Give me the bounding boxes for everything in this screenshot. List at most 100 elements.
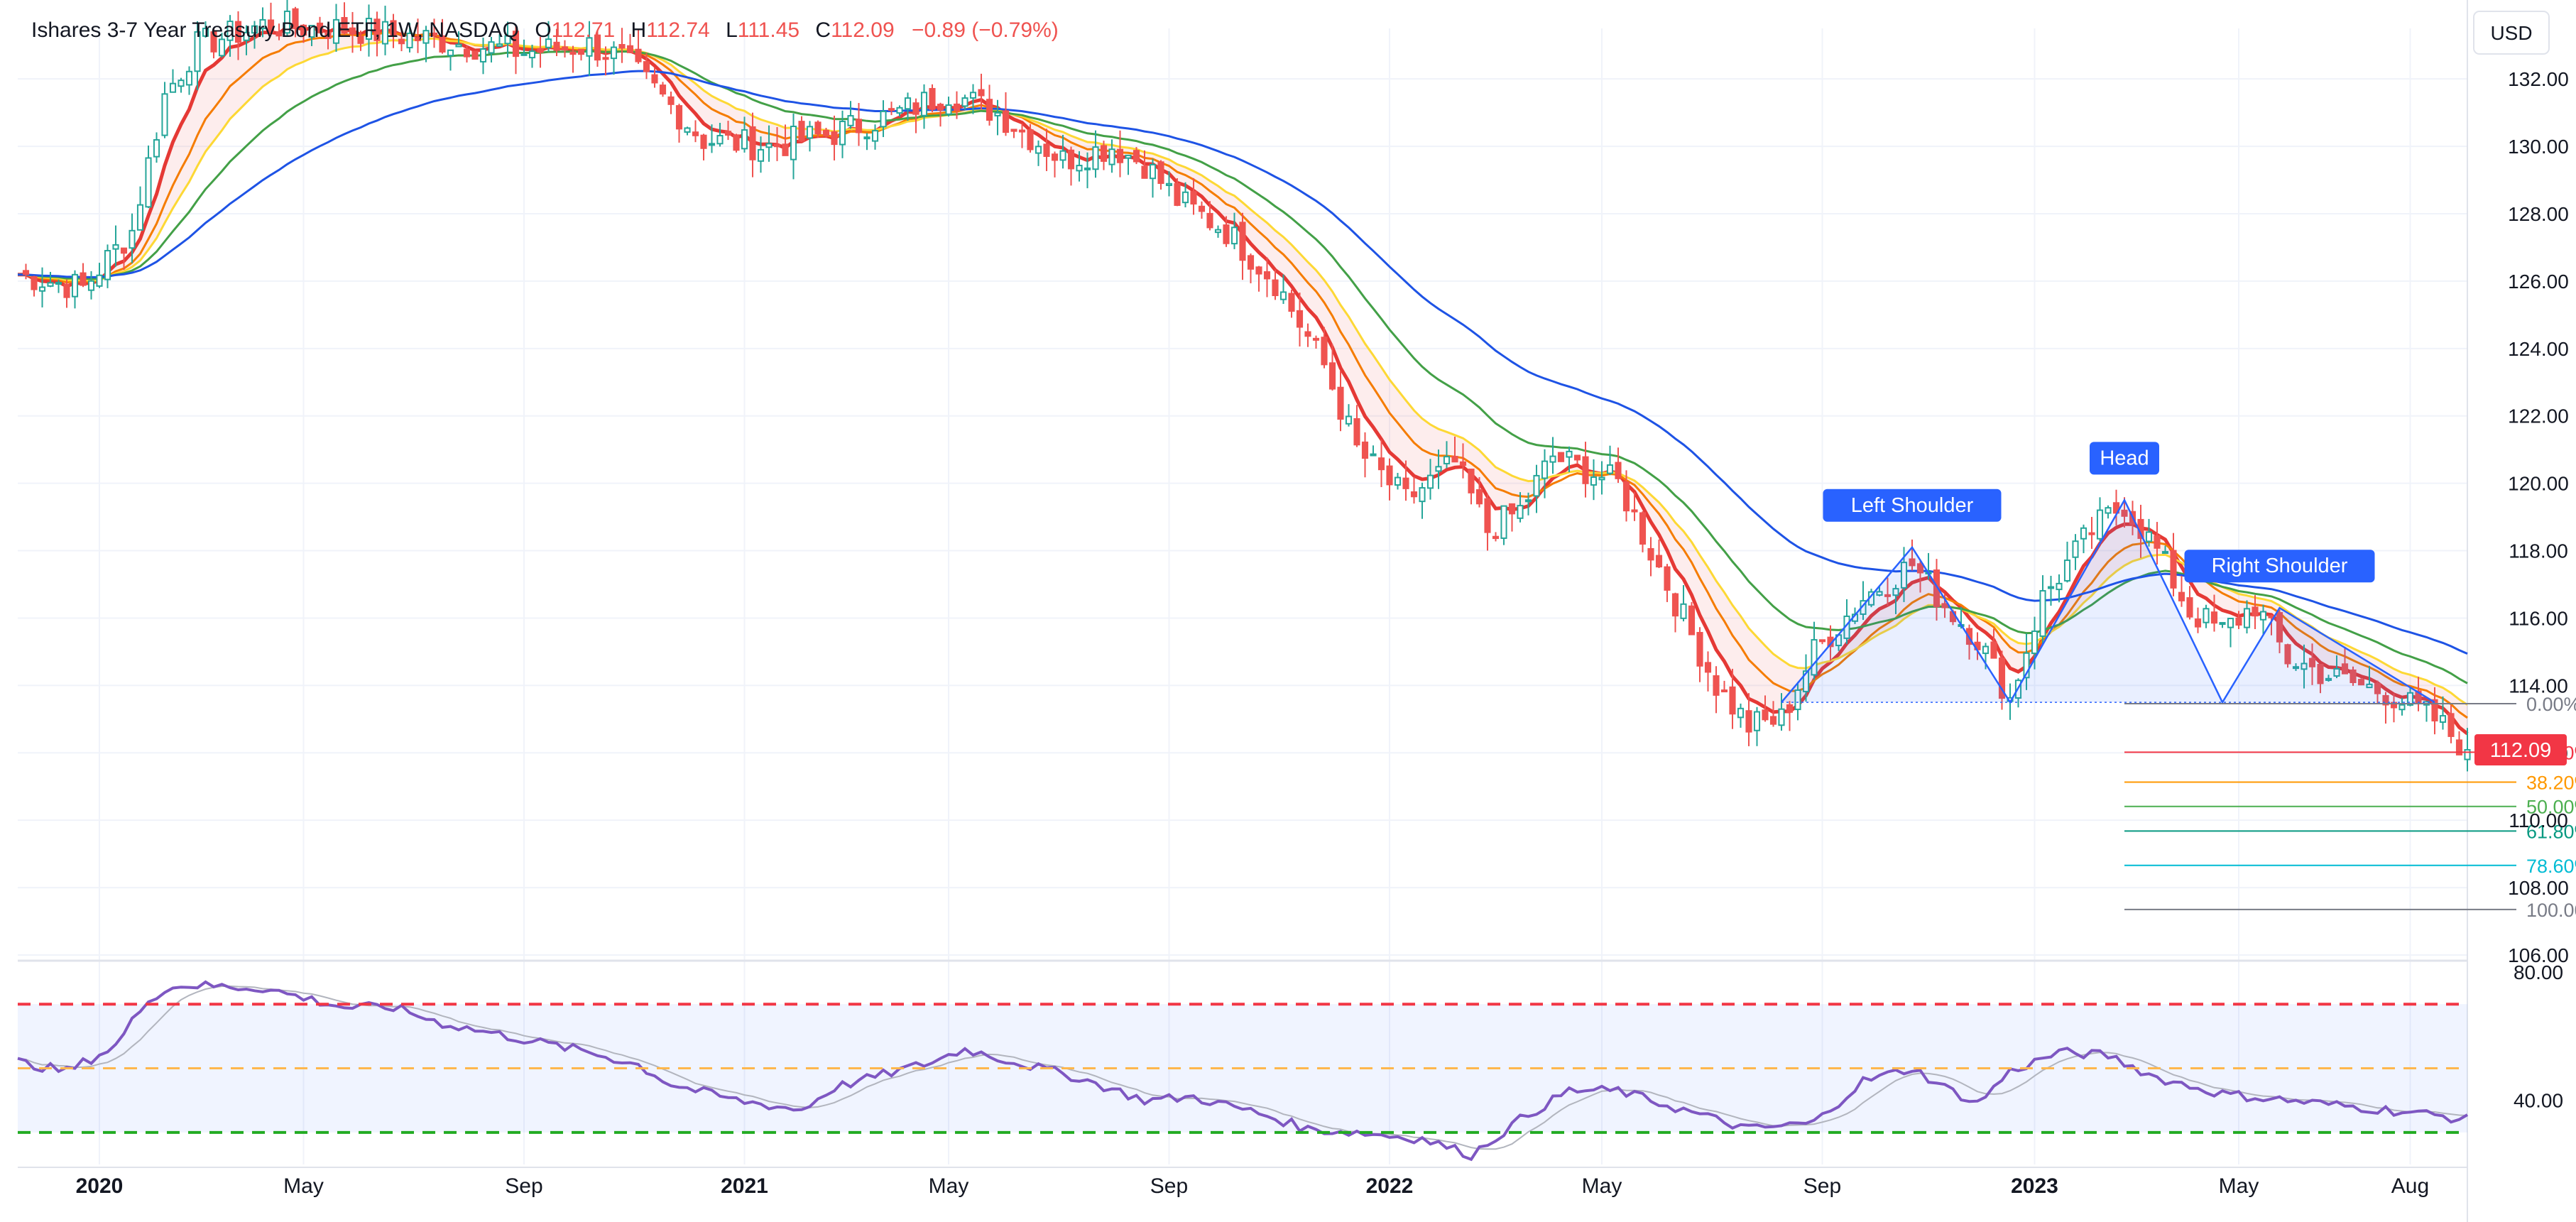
candle-body [439, 35, 446, 53]
candle-body [896, 107, 903, 114]
candle [31, 276, 38, 297]
candle-body [455, 43, 462, 48]
candle [2464, 728, 2471, 772]
pattern-label[interactable]: Head [2090, 442, 2159, 475]
candle-body [2096, 509, 2104, 540]
candle [855, 103, 863, 146]
candle-body [243, 31, 250, 41]
candle-body [1043, 143, 1050, 157]
candle [1688, 601, 1696, 635]
candle-body [1108, 148, 1115, 165]
candle [1622, 470, 1630, 522]
fib-level-label: 50.00% (110.41) [2526, 797, 2576, 818]
candle [488, 36, 495, 62]
fib-level-label: 38.20% (111.13) [2526, 773, 2576, 794]
candle [2047, 575, 2055, 606]
candle [2170, 533, 2177, 596]
candle-body [2439, 715, 2447, 723]
candle [341, 2, 348, 35]
candle-body [2333, 667, 2340, 677]
currency-button[interactable]: USD [2473, 11, 2550, 55]
candle [602, 46, 609, 76]
candle [194, 21, 201, 91]
candle-body [1737, 707, 1745, 719]
candle-body [1263, 271, 1271, 280]
candle-body [2023, 652, 2030, 679]
candle-body [471, 50, 479, 60]
candle-body [185, 70, 193, 86]
candle [1051, 151, 1059, 178]
candle-body [716, 135, 724, 145]
candle [765, 125, 773, 162]
candle-body [1328, 362, 1336, 390]
open-label: O [535, 18, 551, 42]
candle [1468, 469, 1475, 505]
time-tick-label: 2023 [2011, 1174, 2058, 1198]
candle-body [692, 131, 699, 136]
candle [2203, 604, 2210, 628]
candle-body [87, 280, 95, 291]
candle-body [2317, 663, 2324, 684]
head-shoulders-pattern: Left Shoulder Head Right Shoulder [1781, 442, 2435, 704]
candle-body [488, 41, 495, 54]
candle [1092, 130, 1099, 178]
candle-body [1190, 191, 1197, 204]
symbol-title: Ishares 3-7 Year Treasury Bond ETF, 1W, … [31, 18, 519, 42]
candle [1909, 539, 1916, 571]
axis-layer: 132.00 130.00 128.00 126.00 124.00 122.00 120.… [76, 68, 2569, 1198]
candle-body [1312, 337, 1320, 341]
candle-body [545, 38, 552, 48]
candle [1818, 639, 1826, 645]
price-tick-label: 114.00 [2509, 675, 2568, 697]
candle-body [1435, 466, 1442, 472]
candle-body [1321, 337, 1328, 366]
candle-body [904, 97, 912, 110]
candle [357, 31, 364, 51]
candle-body [234, 21, 242, 43]
candle [814, 120, 822, 138]
pattern-label[interactable]: Right Shoulder [2184, 550, 2375, 583]
candle-body [806, 126, 814, 139]
candle-body [2243, 608, 2251, 628]
candle [512, 25, 520, 75]
candle [1884, 577, 1892, 606]
candle [2382, 692, 2389, 724]
candle-body [2276, 612, 2283, 643]
candle [724, 121, 732, 141]
candle [1377, 439, 1385, 488]
candle [324, 23, 332, 50]
price-tick-label: 116.00 [2509, 607, 2568, 629]
candle [381, 6, 389, 55]
candle [1443, 441, 1451, 469]
candle [1402, 460, 1409, 501]
time-tick-label: May [929, 1174, 969, 1198]
candle-body [1247, 255, 1255, 270]
candle-body [863, 136, 871, 140]
candle-body [594, 34, 601, 61]
fib-level-label: 100.00% (107.35) [2526, 900, 2576, 921]
candle [904, 92, 912, 121]
pattern-label[interactable]: Left Shoulder [1823, 489, 2002, 522]
candle [87, 271, 95, 300]
rsi-tick-label: 80.00 [2514, 961, 2563, 983]
candle-body [1484, 498, 1491, 533]
candle-body [749, 126, 756, 160]
candle-body [1933, 569, 1941, 608]
candle-body [1794, 689, 1801, 711]
candle-body [2374, 682, 2381, 694]
candle [1010, 129, 1017, 138]
candle-body [55, 282, 62, 285]
price-tick-label: 108.00 [2508, 877, 2569, 899]
candle [1647, 537, 1654, 577]
candle-body [2170, 550, 2177, 589]
candle [1606, 445, 1614, 476]
candle [651, 67, 658, 88]
candle [528, 44, 536, 68]
candle-body [71, 273, 79, 298]
candle-body [839, 121, 846, 146]
candle-body [880, 110, 887, 128]
candle-body [406, 32, 413, 49]
candle [2455, 731, 2463, 755]
candle-body [1941, 603, 1948, 609]
